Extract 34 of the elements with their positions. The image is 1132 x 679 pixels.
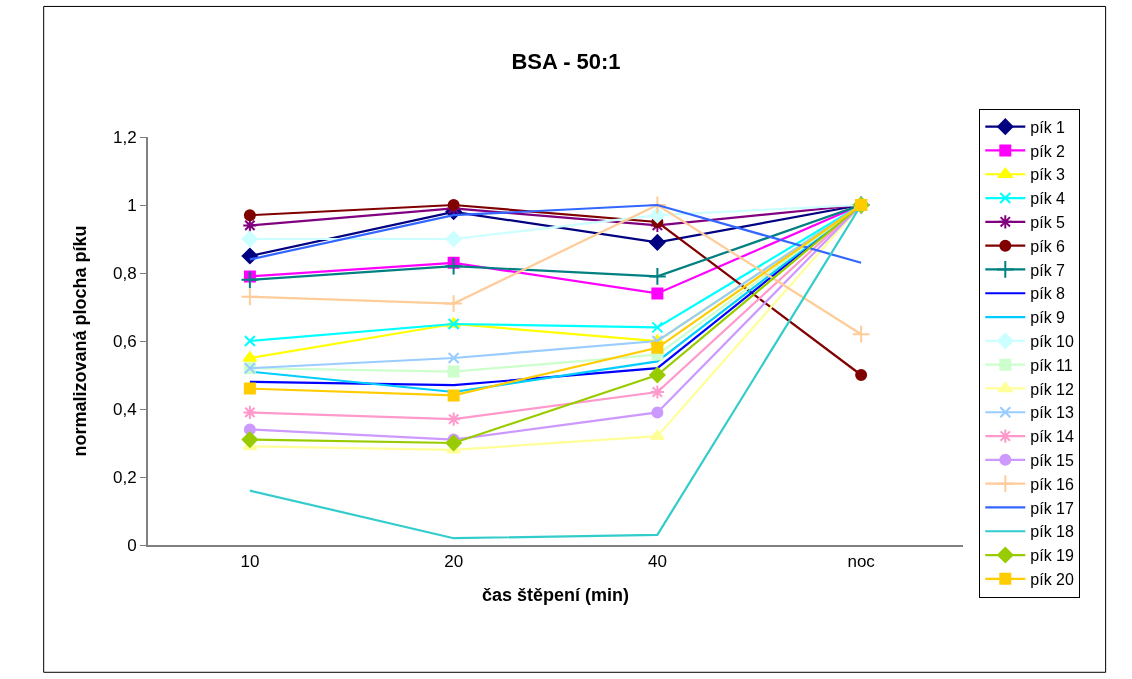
legend-label: pík 19 [1030,547,1074,565]
legend-label: pík 6 [1030,237,1066,255]
x-tick-label: 40 [647,552,667,572]
legend-label: pík 20 [1030,571,1074,589]
legend-label: pík 5 [1030,214,1066,232]
x-axis-title: čas štěpení (min) [481,585,630,605]
y-tick-label: 0,2 [112,467,137,487]
legend-label: pík 17 [1030,499,1074,517]
legend-label: pík 18 [1030,523,1074,541]
legend-label: pík 16 [1030,475,1074,493]
legend-label: pík 10 [1030,333,1074,351]
legend-label: pík 2 [1030,142,1066,160]
y-tick-label: 0,6 [112,331,137,351]
legend-label: pík 15 [1030,452,1074,470]
legend-label: pík 11 [1030,356,1073,374]
legend-label: pík 4 [1030,190,1066,208]
legend-label: pík 13 [1030,404,1074,422]
legend-label: pík 1 [1030,118,1066,136]
y-tick-label: 1 [127,195,137,215]
legend-label: pík 12 [1030,380,1074,398]
x-tick-label: 20 [444,552,464,572]
y-tick-label: 0,8 [112,263,137,283]
y-tick-label: 1,2 [112,127,137,147]
y-axis-title: normalizovaná plocha píku [69,225,90,457]
y-tick-label: 0 [127,535,137,555]
x-tick-label: noc [847,552,876,572]
legend-label: pík 8 [1030,285,1066,303]
legend-label: pík 3 [1030,166,1066,184]
y-tick-label: 0,4 [112,399,137,419]
legend-label: pík 7 [1030,261,1066,279]
x-tick-label: 10 [240,552,260,572]
legend-label: pík 9 [1030,309,1066,327]
chart-title: BSA - 50:1 [511,48,621,74]
legend-label: pík 14 [1030,428,1074,446]
